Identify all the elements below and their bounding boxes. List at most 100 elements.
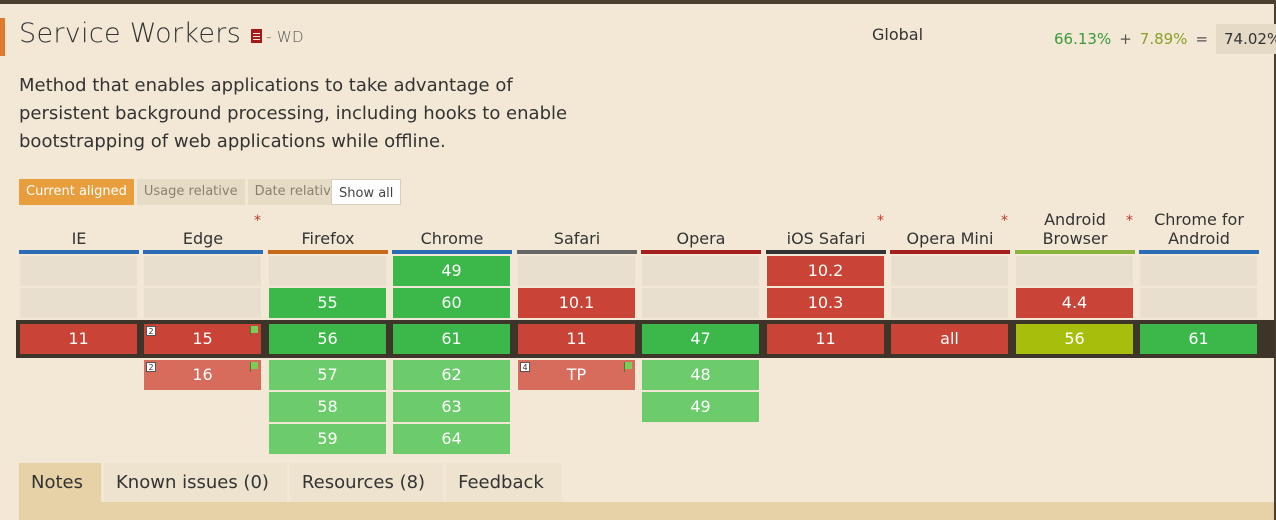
usage-equals: = [1195, 30, 1209, 48]
version-cell[interactable]: 62 [393, 360, 510, 390]
version-label: 63 [441, 397, 462, 416]
note-marker[interactable]: 2 [146, 326, 156, 336]
empty-cell [1140, 256, 1257, 286]
browser-column: IE [19, 210, 139, 254]
note-marker[interactable]: 4 [520, 362, 530, 372]
tab-current-aligned[interactable]: Current aligned [19, 179, 134, 205]
version-label: 64 [441, 429, 462, 448]
browser-header[interactable]: Chrome [392, 210, 512, 250]
empty-cell [642, 256, 759, 286]
usage-total: 74.02% [1216, 24, 1276, 54]
title-accent [0, 18, 5, 56]
show-all-button[interactable]: Show all [331, 179, 402, 205]
version-cell[interactable]: 64 [393, 424, 510, 454]
browser-color-bar [143, 250, 263, 254]
version-cell[interactable]: 55 [269, 288, 386, 318]
top-border [0, 0, 1276, 4]
browser-name: Android Browser [1042, 210, 1108, 248]
usage-summary: 66.13% + 7.89% = 74.02% [1054, 24, 1276, 54]
tab-usage-relative[interactable]: Usage relative [136, 179, 245, 205]
version-label: 49 [441, 261, 462, 280]
feature-description: Method that enables applications to take… [19, 75, 568, 152]
version-cell[interactable]: 48 [642, 360, 759, 390]
version-label: 56 [317, 329, 338, 348]
version-cell[interactable]: 60 [393, 288, 510, 318]
browser-column: Safari [517, 210, 637, 254]
version-label: 4.4 [1061, 293, 1088, 312]
usage-partial: 7.89% [1139, 30, 1188, 48]
browser-color-bar [890, 250, 1010, 254]
version-cell[interactable]: 10.3 [767, 288, 884, 318]
browser-column: Edge * [143, 210, 263, 254]
note-marker[interactable]: 2 [146, 362, 156, 372]
browser-header[interactable]: Android Browser * [1015, 210, 1135, 250]
browser-header[interactable]: Opera [641, 210, 761, 250]
browser-name: iOS Safari [786, 229, 866, 248]
current-version-cell[interactable]: 11 [767, 324, 884, 354]
version-cell[interactable]: 10.2 [767, 256, 884, 286]
browser-header[interactable]: Opera Mini * [890, 210, 1010, 250]
current-version-cell[interactable]: 11 [518, 324, 635, 354]
browser-header[interactable]: Firefox [268, 210, 388, 250]
tab-feedback[interactable]: Feedback [446, 463, 562, 502]
version-cell[interactable]: 16 2 [144, 360, 261, 390]
tab-known-issues[interactable]: Known issues (0) [104, 463, 287, 502]
browser-column: iOS Safari * [766, 210, 886, 254]
version-cell[interactable]: 4.4 [1016, 288, 1133, 318]
browser-color-bar [766, 250, 886, 254]
browser-header[interactable]: IE [19, 210, 139, 250]
browser-color-bar [392, 250, 512, 254]
version-cell[interactable]: 58 [269, 392, 386, 422]
current-version-cell[interactable]: 15 2 [144, 324, 261, 354]
tab-date-relative[interactable]: Date relative [247, 179, 346, 205]
empty-cell [269, 256, 386, 286]
version-cell[interactable]: 10.1 [518, 288, 635, 318]
browser-header[interactable]: Chrome for Android [1139, 210, 1259, 250]
version-cell[interactable]: 59 [269, 424, 386, 454]
tab-notes[interactable]: Notes [19, 463, 101, 502]
current-version-cell[interactable]: 61 [1140, 324, 1257, 354]
empty-cell [1140, 288, 1257, 318]
browser-header[interactable]: Edge * [143, 210, 263, 250]
spec-status[interactable]: - WD [266, 27, 304, 46]
browser-name: Chrome for Android [1154, 210, 1244, 248]
tab-resources[interactable]: Resources (8) [289, 463, 444, 502]
usage-scope[interactable]: Global [872, 25, 924, 44]
version-label: 58 [317, 397, 338, 416]
version-label: 10.1 [558, 293, 595, 312]
version-label: 10.3 [807, 293, 844, 312]
feature-title-row: Service Workers - WD [19, 18, 304, 49]
version-label: 48 [690, 365, 711, 384]
version-label: all [940, 329, 959, 348]
browser-header[interactable]: iOS Safari * [766, 210, 886, 250]
view-tabs: Current aligned Usage relative Date rela… [19, 179, 346, 205]
flag-icon [250, 362, 258, 372]
version-label: 60 [441, 293, 462, 312]
current-version-cell[interactable]: 11 [20, 324, 137, 354]
browser-column: Chrome for Android [1139, 210, 1259, 254]
version-label: 57 [317, 365, 338, 384]
browser-name: Opera Mini [906, 229, 994, 248]
version-cell[interactable]: 49 [642, 392, 759, 422]
browser-name: Opera [676, 229, 726, 248]
version-cell[interactable]: 57 [269, 360, 386, 390]
empty-cell [20, 288, 137, 318]
empty-cell [891, 256, 1008, 286]
current-version-cell[interactable]: all [891, 324, 1008, 354]
current-version-cell[interactable]: 47 [642, 324, 759, 354]
version-label: 49 [690, 397, 711, 416]
right-border [1274, 0, 1276, 520]
browser-header[interactable]: Safari [517, 210, 637, 250]
browser-color-bar [1015, 250, 1135, 254]
version-cell[interactable]: TP 4 [518, 360, 635, 390]
asterisk-icon: * [877, 213, 884, 229]
empty-cell [891, 288, 1008, 318]
current-version-cell[interactable]: 61 [393, 324, 510, 354]
version-label: 62 [441, 365, 462, 384]
document-icon[interactable] [251, 28, 263, 43]
current-version-cell[interactable]: 56 [269, 324, 386, 354]
current-version-cell[interactable]: 56 [1016, 324, 1133, 354]
version-cell[interactable]: 63 [393, 392, 510, 422]
version-cell[interactable]: 49 [393, 256, 510, 286]
browser-name: Chrome [420, 229, 484, 248]
